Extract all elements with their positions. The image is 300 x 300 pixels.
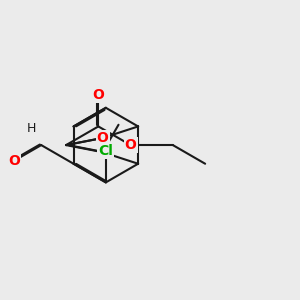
Text: H: H xyxy=(27,122,37,135)
Text: O: O xyxy=(8,154,20,168)
Text: O: O xyxy=(97,131,109,145)
Text: O: O xyxy=(125,138,136,152)
Text: O: O xyxy=(92,88,104,102)
Text: Cl: Cl xyxy=(98,144,113,158)
